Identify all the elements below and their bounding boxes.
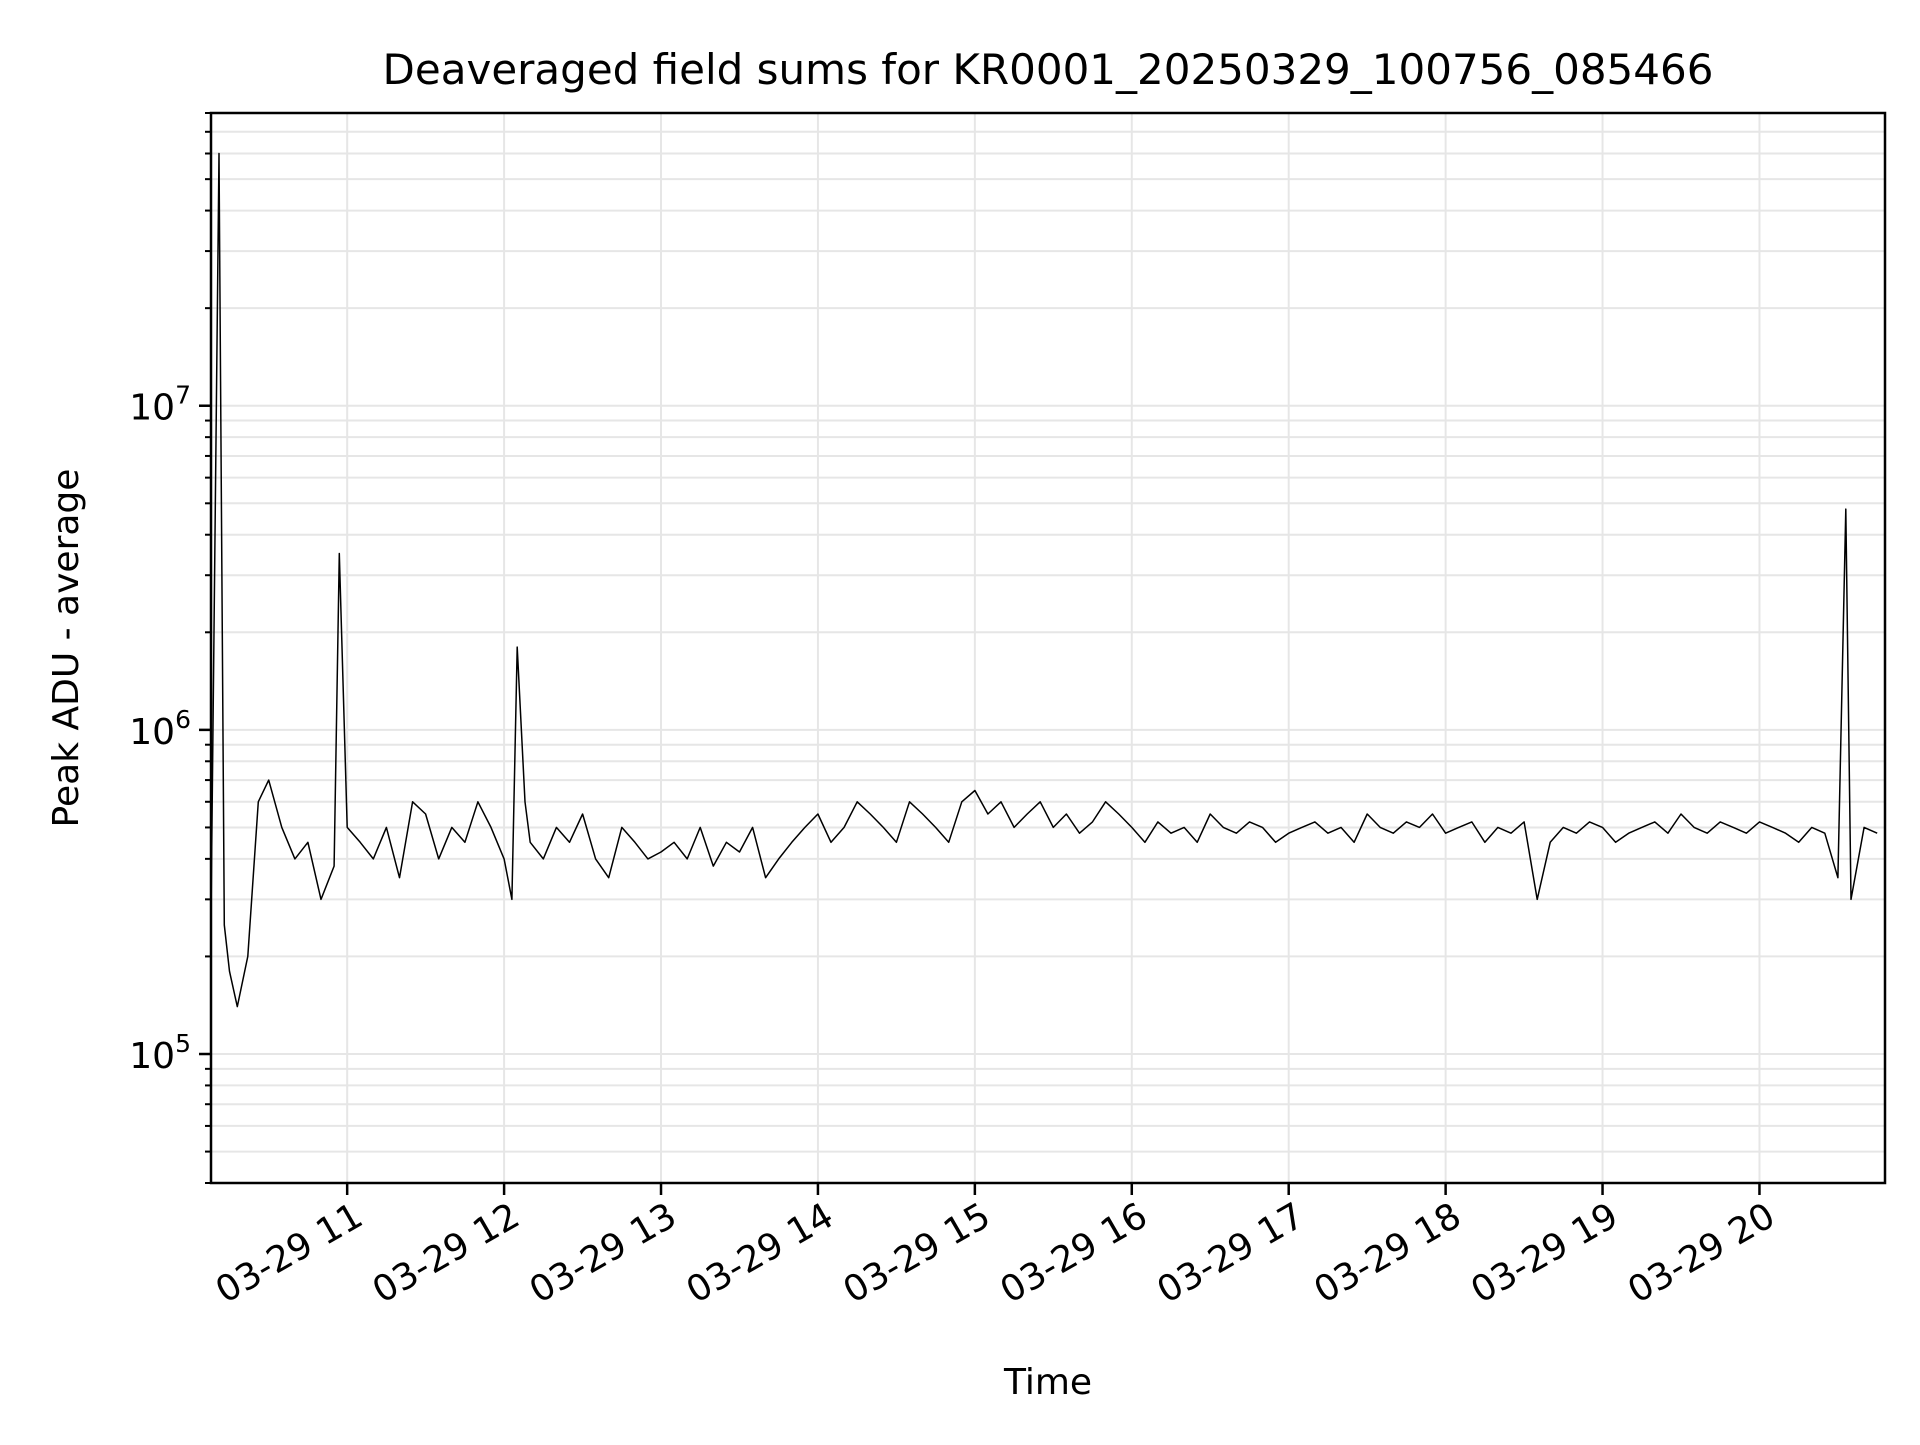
plot-frame (209, 111, 1887, 1185)
y-tick-label: 106 (129, 705, 191, 753)
y-tick-label: 107 (129, 381, 191, 429)
y-tick-label: 105 (129, 1029, 191, 1077)
x-axis-label: Time (1003, 1362, 1092, 1403)
y-axis-label: Peak ADU - average (46, 469, 87, 828)
series-line (210, 152, 1878, 1008)
grid-layer (211, 112, 1885, 1184)
plot-line-layer (210, 152, 1878, 1008)
chart-title: Deaveraged field sums for KR0001_2025032… (383, 45, 1714, 94)
